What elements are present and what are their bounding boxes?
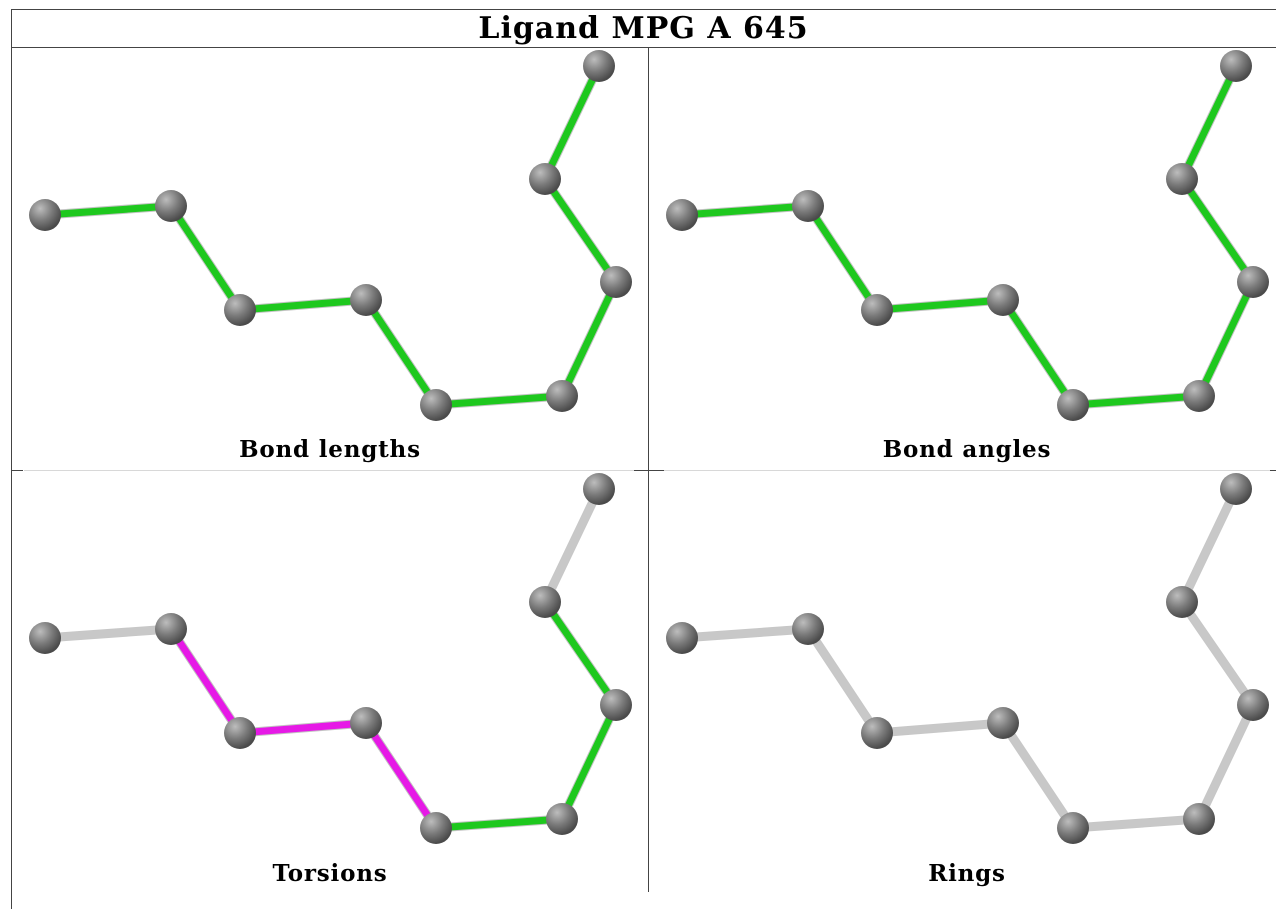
row-tick-middle [634, 470, 664, 471]
atom [420, 389, 452, 421]
atom [987, 284, 1019, 316]
bond-green [1195, 278, 1257, 400]
panel-torsions: Torsions [12, 471, 648, 893]
atom [1166, 586, 1198, 618]
atom [666, 199, 698, 231]
atom [155, 613, 187, 645]
bond-grey [1178, 485, 1240, 606]
atom [546, 380, 578, 412]
atom [1166, 163, 1198, 195]
molecule-bond-angles [666, 50, 1269, 421]
bond-green [558, 278, 620, 400]
bond-grey [541, 485, 603, 606]
bond-green [41, 202, 175, 219]
table-frame [11, 9, 1276, 909]
atom [1237, 266, 1269, 298]
bond-green [167, 202, 244, 314]
bond-magenta [236, 719, 370, 737]
panel-bond-lengths: Bond lengths [12, 48, 648, 470]
bond-green [1069, 392, 1203, 409]
atom [29, 199, 61, 231]
atom [1057, 812, 1089, 844]
bond-green [678, 202, 812, 219]
atom [1183, 803, 1215, 835]
bond-green [999, 296, 1077, 409]
bond-magenta [362, 719, 440, 832]
bond-grey [1069, 815, 1203, 832]
atom [583, 50, 615, 82]
bond-green [362, 296, 440, 409]
bond-grey [999, 719, 1077, 832]
ligand-title: Ligand MPG A 645 [478, 10, 809, 46]
bond-grey [1178, 598, 1257, 709]
atom [861, 717, 893, 749]
title-row: Ligand MPG A 645 [11, 9, 1276, 48]
atom [420, 812, 452, 844]
atom [350, 707, 382, 739]
atom [546, 803, 578, 835]
atom [792, 613, 824, 645]
row-divider-right [664, 470, 1270, 471]
bond-magenta [167, 625, 244, 737]
bond-grey [873, 719, 1007, 737]
bond-green [873, 296, 1007, 314]
atom [29, 622, 61, 654]
bond-grey [41, 625, 175, 642]
atom [1237, 689, 1269, 721]
atom [1183, 380, 1215, 412]
bond-green [541, 598, 620, 709]
row-tick-left [11, 470, 23, 471]
row-tick-right [1270, 470, 1276, 471]
atom [224, 717, 256, 749]
atom [1220, 473, 1252, 505]
molecule-rings [666, 473, 1269, 844]
bond-grey [678, 625, 812, 642]
molecule-bond-lengths [29, 50, 632, 421]
atom [224, 294, 256, 326]
atom [987, 707, 1019, 739]
caption-bond-angles: Bond angles [882, 436, 1052, 463]
atom [600, 689, 632, 721]
atom [350, 284, 382, 316]
caption-torsions: Torsions [272, 860, 388, 887]
bond-green [432, 815, 566, 832]
molecule-torsions [29, 473, 632, 844]
bond-green [541, 62, 603, 183]
panel-bond-angles: Bond angles [649, 48, 1276, 470]
atom [666, 622, 698, 654]
atom [529, 163, 561, 195]
caption-bond-lengths: Bond lengths [239, 436, 421, 463]
bond-green [1178, 62, 1240, 183]
bond-grey [804, 625, 881, 737]
bond-grey [1195, 701, 1257, 823]
bond-green [432, 392, 566, 409]
atom [792, 190, 824, 222]
atom [1057, 389, 1089, 421]
bond-green [804, 202, 881, 314]
atom [155, 190, 187, 222]
bond-green [541, 175, 620, 286]
atom [583, 473, 615, 505]
panel-rings: Rings [649, 471, 1276, 893]
bond-green [558, 701, 620, 823]
bond-green [1178, 175, 1257, 286]
atom [861, 294, 893, 326]
bond-green [236, 296, 370, 314]
row-divider-left [24, 470, 634, 471]
atom [529, 586, 561, 618]
atom [1220, 50, 1252, 82]
atom [600, 266, 632, 298]
caption-rings: Rings [928, 860, 1006, 887]
